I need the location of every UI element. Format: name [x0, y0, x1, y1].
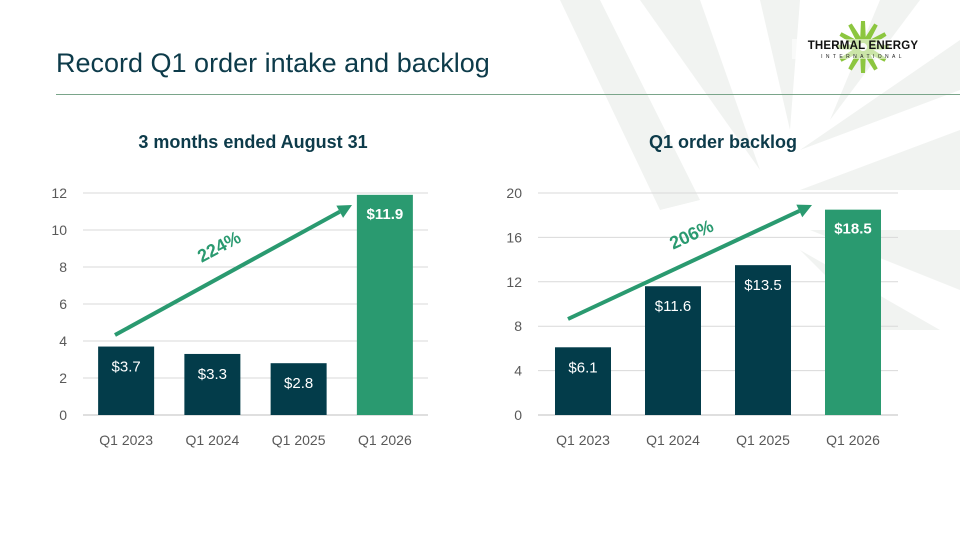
y-tick-label: 16 — [506, 229, 522, 245]
title-divider — [56, 94, 960, 95]
y-tick-label: 12 — [51, 185, 67, 201]
x-tick-label: Q1 2026 — [826, 432, 880, 448]
data-label: $3.3 — [198, 366, 227, 383]
bar — [735, 265, 791, 415]
x-tick-label: Q1 2023 — [99, 432, 153, 448]
bar — [184, 353, 241, 415]
bar — [555, 347, 611, 415]
trend-arrow-head — [336, 205, 352, 218]
logo-sunburst-icon — [792, 21, 934, 73]
x-tick-label: Q1 2025 — [272, 432, 326, 448]
y-tick-label: 8 — [514, 318, 522, 334]
growth-annotation: 206% — [666, 216, 716, 254]
y-tick-label: 10 — [51, 222, 67, 238]
x-tick-label: Q1 2023 — [556, 432, 610, 448]
data-label: $6.1 — [568, 359, 597, 376]
x-tick-label: Q1 2024 — [186, 432, 240, 448]
logo-subtitle: INTERNATIONAL — [821, 54, 905, 60]
data-label: $18.5 — [834, 221, 872, 238]
y-tick-label: 0 — [514, 407, 522, 423]
bar — [270, 363, 327, 415]
trend-arrow-shaft — [114, 209, 341, 337]
y-tick-label: 12 — [506, 274, 522, 290]
trend-arrow-head — [796, 204, 812, 218]
y-tick-label: 0 — [59, 407, 67, 423]
logo-wordmark: THERMAL ENERGY — [807, 40, 919, 52]
y-tick-label: 4 — [514, 363, 522, 379]
right-chart-title: Q1 order backlog — [648, 132, 798, 152]
data-label: $11.6 — [655, 298, 691, 315]
y-tick-label: 2 — [59, 370, 67, 386]
page-title: Record Q1 order intake and backlog — [56, 48, 490, 78]
data-label: $13.5 — [744, 277, 782, 294]
x-tick-label: Q1 2024 — [646, 432, 700, 448]
y-tick-label: 4 — [59, 333, 67, 349]
data-label: $3.7 — [112, 359, 141, 376]
company-logo: THERMAL ENERGY INTERNATIONAL — [792, 20, 934, 78]
trend-arrow-shaft — [567, 209, 801, 321]
left-chart-title: 3 months ended August 31 — [138, 132, 368, 152]
data-label: $2.8 — [284, 375, 313, 392]
y-tick-label: 8 — [59, 259, 67, 275]
bar — [645, 286, 701, 415]
bar — [356, 194, 413, 415]
bar — [825, 209, 881, 415]
bar — [98, 346, 155, 415]
x-tick-label: Q1 2026 — [358, 432, 412, 448]
y-tick-label: 6 — [59, 296, 67, 312]
data-label: $11.9 — [367, 206, 404, 223]
x-tick-label: Q1 2025 — [736, 432, 790, 448]
y-tick-label: 20 — [506, 185, 522, 201]
